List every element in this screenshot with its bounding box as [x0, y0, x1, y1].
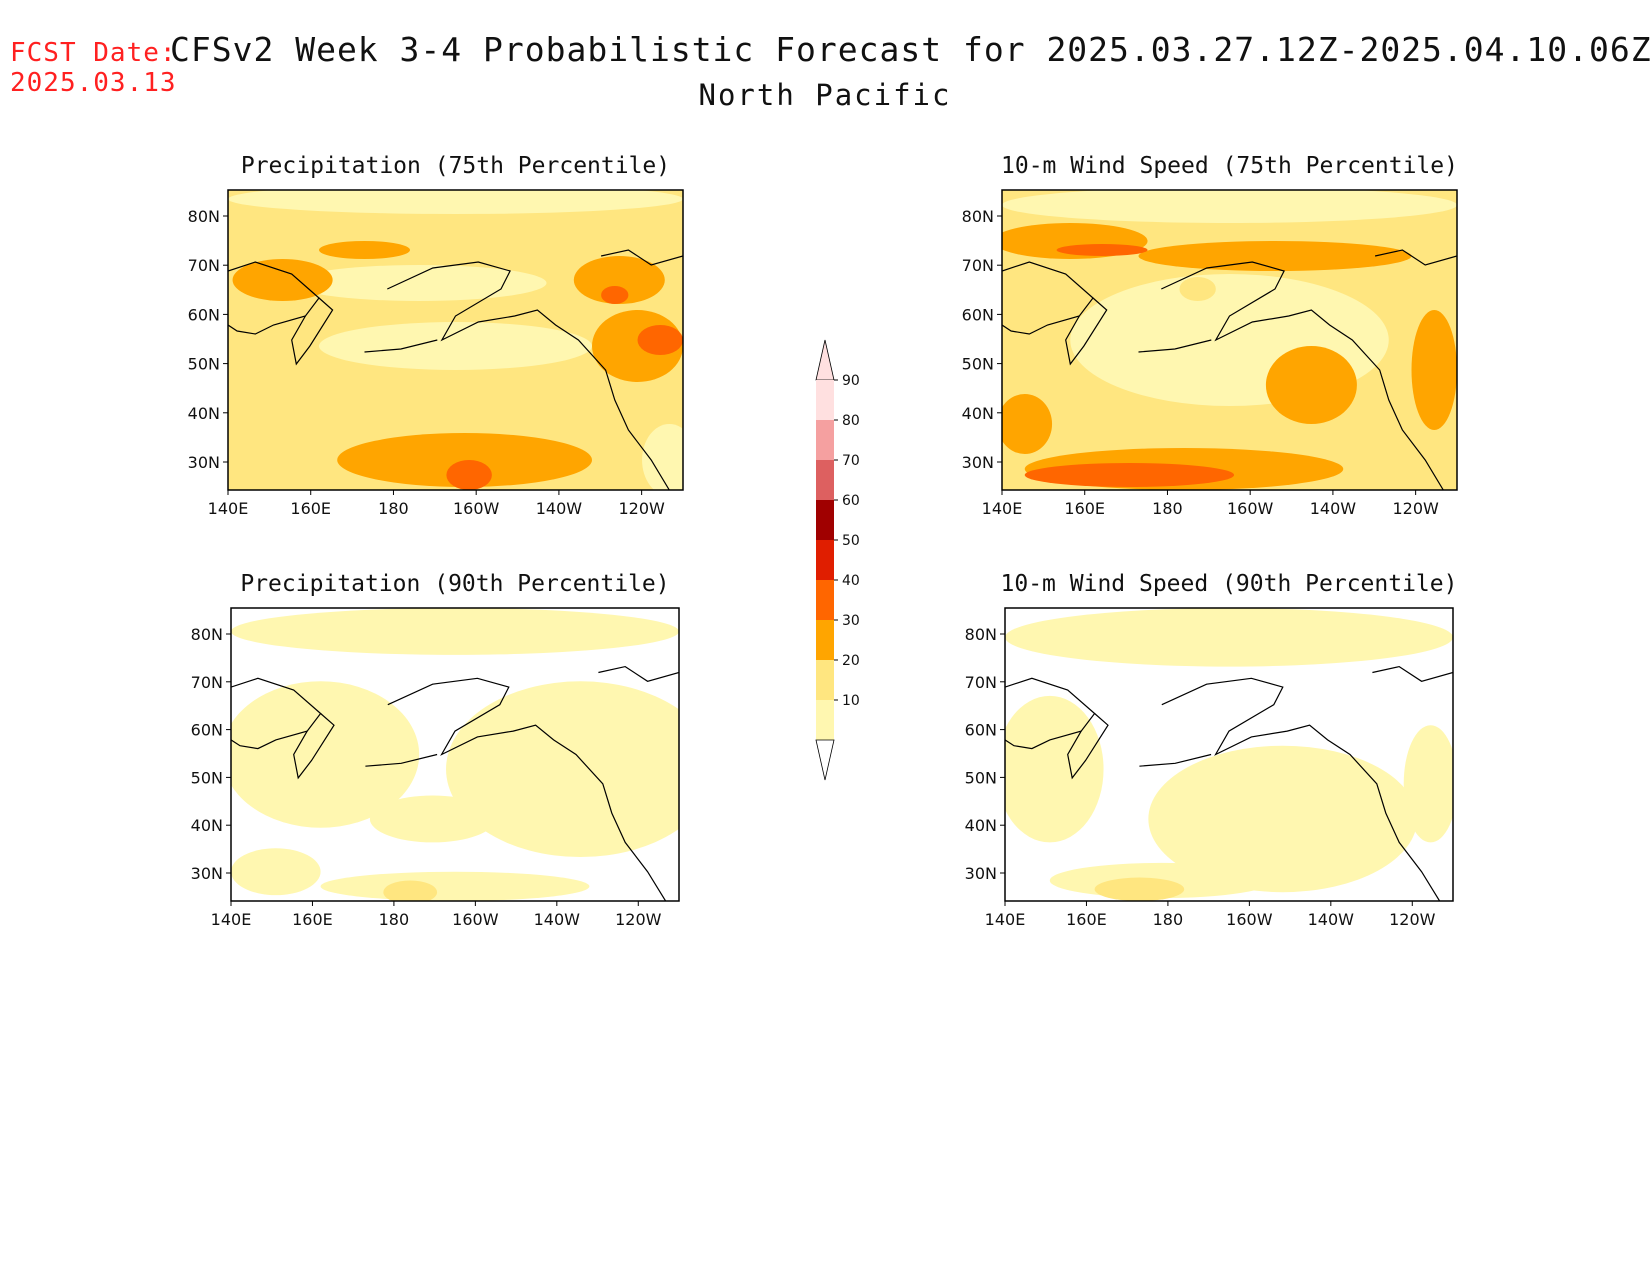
panel-title: 10-m Wind Speed (75th Percentile) — [1001, 153, 1458, 179]
lat-tick-label: 50N — [962, 355, 994, 374]
colorbar-swatch — [816, 580, 834, 620]
lat-tick-label: 60N — [191, 721, 223, 740]
probability-field — [228, 190, 683, 490]
colorbar-bottom-arrow — [815, 739, 835, 781]
colorbar-label: 10 — [842, 693, 860, 709]
colorbar-swatch — [816, 380, 834, 420]
lat-tick-label: 80N — [965, 625, 997, 644]
lon-tick-label: 180 — [1152, 499, 1183, 518]
lon-tick-label: 140W — [1310, 499, 1357, 518]
lat-tick-label: 40N — [962, 404, 994, 423]
lat-tick-label: 70N — [962, 256, 994, 275]
colorbar-label: 60 — [842, 493, 860, 509]
lat-tick-label: 30N — [962, 453, 994, 472]
lon-tick-label: 140W — [536, 499, 583, 518]
lon-tick-label: 160E — [1066, 910, 1107, 929]
colorbar-label: 40 — [842, 573, 860, 589]
colorbar-swatch — [816, 620, 834, 660]
forecast-date: FCST Date: 2025.03.13 — [10, 38, 177, 98]
lat-tick-label: 60N — [962, 305, 994, 324]
lon-tick-label: 160E — [292, 910, 333, 929]
lat-tick-label: 40N — [191, 816, 223, 835]
lat-tick-label: 30N — [188, 453, 220, 472]
region-subtitle: North Pacific — [698, 78, 952, 112]
map-panel-precip-90: Precipitation (90th Percentile) 140E 160E 1… — [191, 571, 680, 929]
lon-tick-label: 140E — [211, 910, 252, 929]
coastlines — [231, 665, 679, 901]
colorbar-swatch — [816, 420, 834, 460]
lat-tick-label: 60N — [188, 305, 220, 324]
colorbar-swatch — [816, 700, 834, 740]
lon-tick-label: 140E — [985, 910, 1026, 929]
lat-tick-label: 40N — [188, 404, 220, 423]
lon-tick-label: 140W — [1308, 910, 1355, 929]
probability-field — [1002, 190, 1457, 490]
probability-field — [1005, 608, 1453, 901]
lon-tick-label: 140W — [534, 910, 581, 929]
lon-tick-label: 180 — [378, 499, 409, 518]
lon-tick-label: 160E — [290, 499, 331, 518]
map-frame — [1004, 607, 1454, 902]
colorbar-label: 80 — [842, 413, 860, 429]
lon-tick-label: 180 — [379, 910, 410, 929]
forecast-date-value: 2025.03.13 — [10, 68, 177, 98]
probability-field — [231, 608, 679, 901]
lat-tick-label: 30N — [965, 864, 997, 883]
map-frame — [230, 607, 680, 902]
colorbar-label: 50 — [842, 533, 860, 549]
panel-title: Precipitation (75th Percentile) — [241, 153, 670, 179]
lon-tick-label: 160W — [453, 499, 500, 518]
lon-tick-label: 120W — [1392, 499, 1439, 518]
coastlines — [1002, 249, 1457, 490]
page-title: CFSv2 Week 3-4 Probabilistic Forecast fo… — [170, 30, 1650, 69]
panel-title: 10-m Wind Speed (90th Percentile) — [1001, 571, 1458, 597]
forecast-date-label: FCST Date: — [10, 38, 177, 68]
lat-tick-label: 70N — [191, 673, 223, 692]
lat-tick-label: 50N — [188, 355, 220, 374]
colorbar: 10 20 30 40 50 60 70 80 90 — [815, 339, 860, 781]
lat-tick-label: 60N — [965, 721, 997, 740]
colorbar-top-arrow — [815, 339, 835, 381]
lon-tick-label: 160E — [1064, 499, 1105, 518]
lon-tick-label: 140E — [982, 499, 1023, 518]
colorbar-swatch — [816, 660, 834, 700]
map-panel-wind-75: 10-m Wind Speed (75th Percentile) 140E 160… — [962, 153, 1458, 518]
lat-tick-label: 70N — [188, 256, 220, 275]
lon-tick-label: 140E — [208, 499, 249, 518]
lat-tick-label: 70N — [965, 673, 997, 692]
lon-tick-label: 160W — [1226, 910, 1273, 929]
lon-tick-label: 180 — [1153, 910, 1184, 929]
colorbar-label: 70 — [842, 453, 860, 469]
lon-tick-label: 120W — [1389, 910, 1436, 929]
lon-tick-label: 120W — [615, 910, 662, 929]
lat-tick-label: 80N — [188, 207, 220, 226]
colorbar-swatch — [816, 460, 834, 500]
map-frame — [1001, 189, 1458, 491]
panel-title: Precipitation (90th Percentile) — [240, 571, 669, 597]
map-panel-wind-90: 10-m Wind Speed (90th Percentile) 140E 160… — [965, 571, 1458, 929]
coastlines — [228, 249, 683, 490]
map-frame — [227, 189, 684, 491]
lat-tick-label: 80N — [191, 625, 223, 644]
map-panel-precip-75: Precipitation (75th Percentile) 140E 160E 1… — [188, 153, 684, 518]
colorbar-label: 30 — [842, 613, 860, 629]
lon-tick-label: 160W — [1227, 499, 1274, 518]
colorbar-swatch — [816, 540, 834, 580]
lat-tick-label: 30N — [191, 864, 223, 883]
colorbar-label: 90 — [842, 373, 860, 389]
lat-tick-label: 40N — [965, 816, 997, 835]
lat-tick-label: 50N — [965, 768, 997, 787]
colorbar-swatch — [816, 500, 834, 540]
lat-tick-label: 50N — [191, 768, 223, 787]
coastlines — [1005, 665, 1453, 901]
colorbar-label: 20 — [842, 653, 860, 669]
lon-tick-label: 160W — [452, 910, 499, 929]
lon-tick-label: 120W — [618, 499, 665, 518]
lat-tick-label: 80N — [962, 207, 994, 226]
